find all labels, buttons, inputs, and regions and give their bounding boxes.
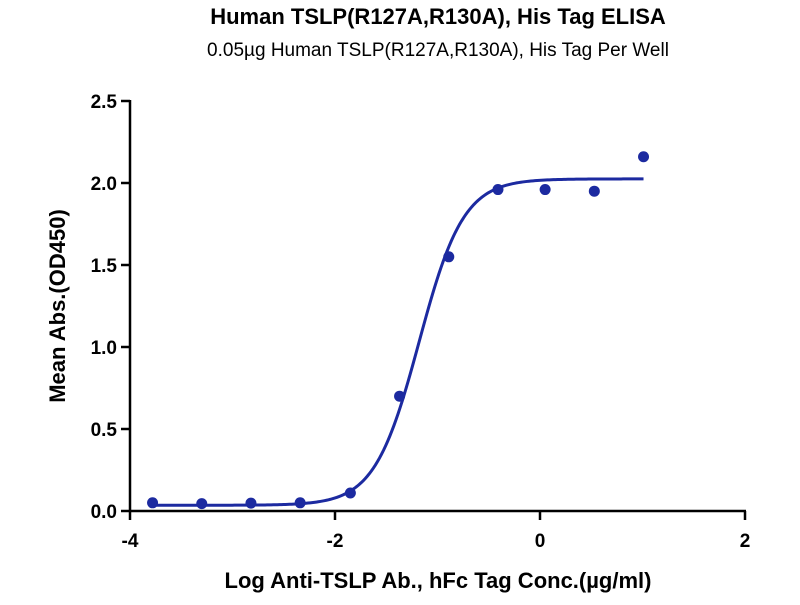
y-tick-label: 1.5 xyxy=(91,256,118,277)
x-tick-label: -4 xyxy=(122,531,139,552)
data-points-layer xyxy=(147,151,650,510)
x-tick-label: 0 xyxy=(535,531,546,552)
y-tick-label: 2.5 xyxy=(91,92,118,113)
x-axis-label: Log Anti-TSLP Ab., hFc Tag Conc.(µg/ml) xyxy=(225,568,652,593)
x-tick-label: -2 xyxy=(327,531,344,552)
data-point xyxy=(539,184,551,196)
data-point xyxy=(443,251,455,263)
fit-curve xyxy=(152,177,644,507)
y-tick-label: 2.0 xyxy=(91,174,117,195)
axes: 0.0 0.5 1.0 1.5 2.0 2.5 -4 -2 0 2 xyxy=(91,92,751,552)
data-point xyxy=(638,151,650,163)
x-tick-label: 2 xyxy=(740,531,751,552)
data-point xyxy=(245,497,257,509)
data-point xyxy=(394,390,406,402)
chart-title: Human TSLP(R127A,R130A), His Tag ELISA xyxy=(210,4,666,29)
y-tick-label: 1.0 xyxy=(91,338,117,359)
data-point xyxy=(344,487,356,499)
y-axis-label: Mean Abs.(OD450) xyxy=(45,209,70,403)
data-point xyxy=(196,498,208,510)
y-tick-label: 0.0 xyxy=(91,502,117,523)
y-tick-label: 0.5 xyxy=(91,420,118,441)
data-point xyxy=(588,185,600,197)
chart-subtitle: 0.05µg Human TSLP(R127A,R130A), His Tag … xyxy=(207,40,669,61)
data-point xyxy=(147,497,159,509)
data-point xyxy=(492,184,504,196)
data-point xyxy=(294,497,306,509)
fit-curve-layer xyxy=(152,177,644,507)
